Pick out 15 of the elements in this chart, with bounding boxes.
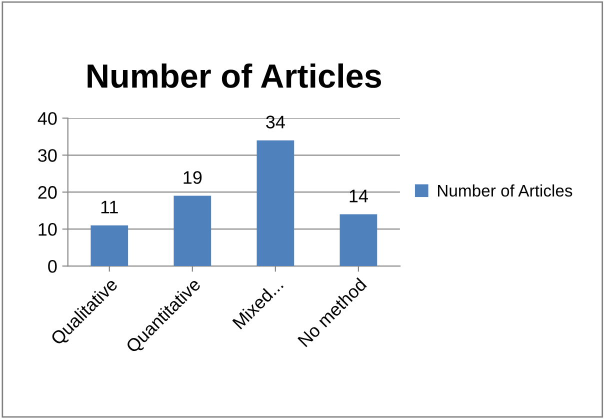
data-label: 14: [350, 190, 368, 202]
legend-label: Number of Articles: [438, 184, 572, 197]
y-tick-label: 20: [38, 186, 57, 199]
data-label: 11: [101, 200, 118, 214]
bar: [174, 196, 212, 266]
data-label: 34: [266, 116, 285, 128]
y-tick-label: 40: [38, 112, 57, 125]
chart-title: Number of Articles: [88, 63, 382, 88]
y-tick-label: 10: [38, 223, 57, 236]
data-label: 19: [184, 171, 202, 184]
y-tick-label: 30: [38, 149, 57, 162]
bar: [340, 214, 378, 266]
bar: [90, 225, 128, 266]
bar: [256, 140, 294, 266]
y-tick-label: 0: [48, 260, 57, 273]
